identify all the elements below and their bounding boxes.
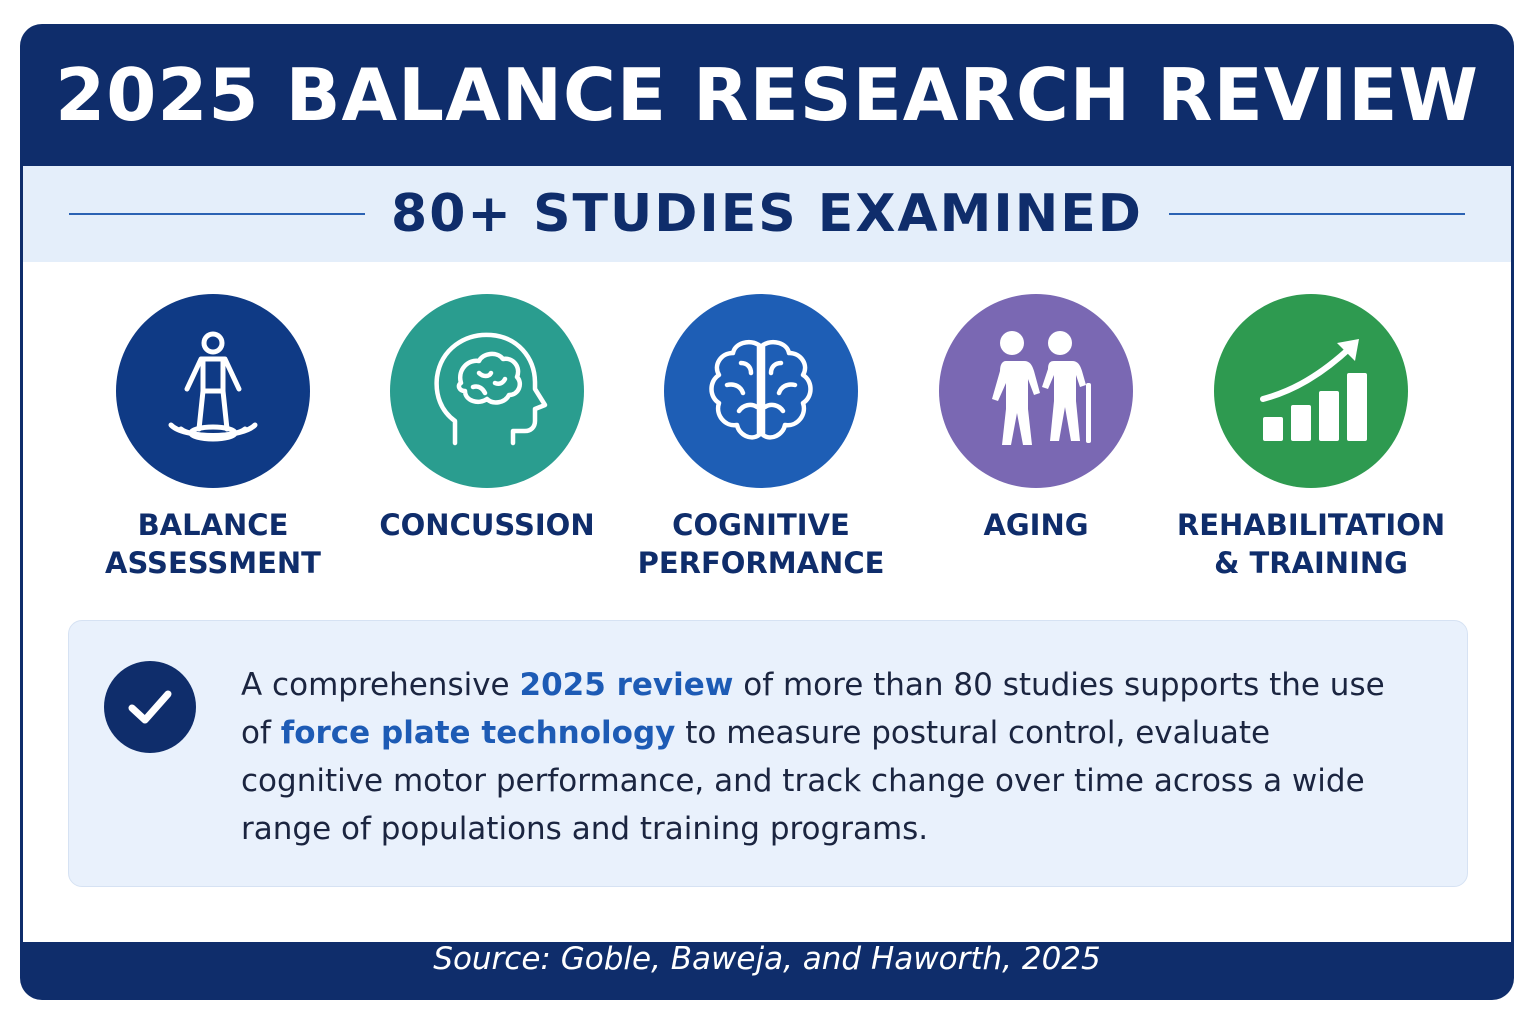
content-panel: 80+ STUDIES EXAMINED BALANCE ASSESSMENT (23, 166, 1511, 942)
divider-right (1168, 213, 1465, 215)
source-citation: Source: Goble, Baweja, and Haworth, 2025 (433, 941, 1101, 977)
topic-concussion: CONCUSSION (337, 294, 637, 544)
head-brain-icon (434, 332, 548, 446)
topic-circle (939, 294, 1133, 488)
topic-circle (664, 294, 858, 488)
topic-rehabilitation-training: REHABILITATION & TRAINING (1161, 294, 1461, 582)
divider-left (69, 213, 366, 215)
growth-chart-icon (1260, 339, 1367, 441)
checkmark-icon (128, 690, 172, 724)
topic-label: CONCUSSION (379, 508, 595, 542)
topic-balance-assessment: BALANCE ASSESSMENT (63, 294, 363, 582)
summary-highlight-review: 2025 review (519, 667, 734, 703)
page-title: 2025 BALANCE RESEARCH REVIEW (55, 53, 1479, 137)
studies-count-heading: 80+ STUDIES EXAMINED (391, 184, 1143, 244)
standing-person-balance-icon (168, 331, 258, 442)
summary-text: A comprehensive 2025 review of more than… (241, 661, 1391, 853)
topic-cognitive-performance: COGNITIVE PERFORMANCE (611, 294, 911, 582)
summary-text-part: A comprehensive (241, 667, 520, 703)
summary-text-part: to measure postural control, evaluate co… (241, 715, 1365, 847)
elderly-people-icon (992, 331, 1091, 445)
topic-circle (1214, 294, 1408, 488)
topic-label: BALANCE ASSESSMENT (105, 508, 321, 580)
topic-aging: AGING (886, 294, 1186, 544)
summary-box: A comprehensive 2025 review of more than… (68, 620, 1468, 887)
topic-label: AGING (983, 508, 1089, 542)
summary-highlight-technology: force plate technology (280, 715, 676, 751)
checkmark-badge (104, 661, 196, 753)
brain-icon (709, 340, 813, 440)
topic-circle (116, 294, 310, 488)
topic-circle (390, 294, 584, 488)
summary-text-part: of more than 80 studies supports the use… (241, 667, 1385, 751)
studies-band: 80+ STUDIES EXAMINED (23, 166, 1511, 262)
topic-label: COGNITIVE PERFORMANCE (637, 508, 885, 580)
topic-label: REHABILITATION & TRAINING (1176, 508, 1446, 580)
infographic-card: 2025 BALANCE RESEARCH REVIEW 80+ STUDIES… (20, 24, 1514, 1000)
